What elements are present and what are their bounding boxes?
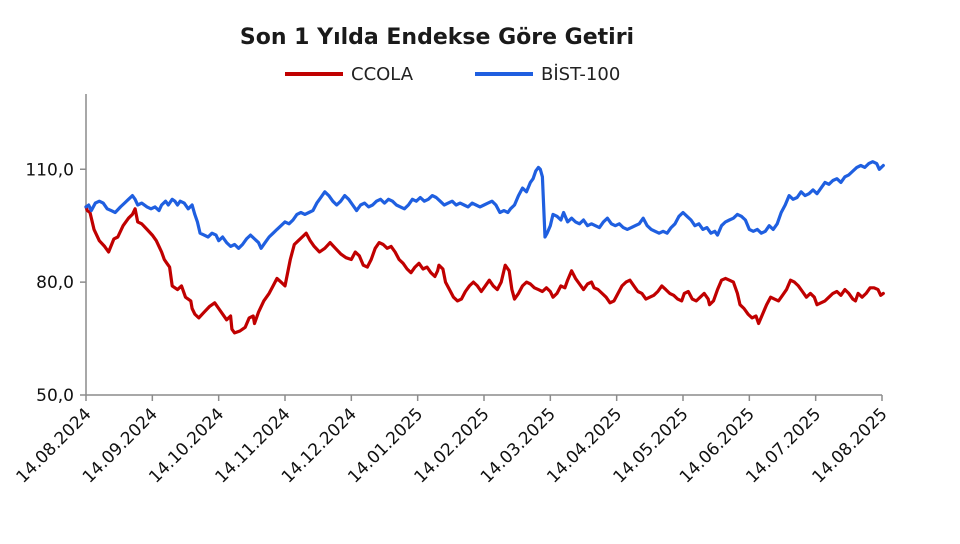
- plot-area: 50,0 80,0 110,0 14.08.202414.09.202414.10.…: [13, 94, 892, 487]
- y-tick-label: 110,0: [25, 160, 74, 180]
- series-layer: [84, 160, 885, 335]
- x-axis-ticks: 14.08.202414.09.202414.10.202414.11.2024…: [13, 395, 892, 487]
- y-tick-label: 80,0: [36, 273, 74, 293]
- y-tick-label: 50,0: [36, 386, 74, 406]
- chart-title: Son 1 Yılda Endekse Göre Getiri: [240, 25, 634, 50]
- series-line-ccola: [84, 205, 885, 335]
- series-line-bist100: [84, 160, 885, 250]
- legend: CCOLA BİST-100: [285, 64, 620, 85]
- legend-label-ccola: CCOLA: [351, 64, 414, 85]
- legend-label-bist100: BİST-100: [541, 64, 620, 85]
- y-axis-ticks: 50,0 80,0 110,0: [25, 160, 86, 406]
